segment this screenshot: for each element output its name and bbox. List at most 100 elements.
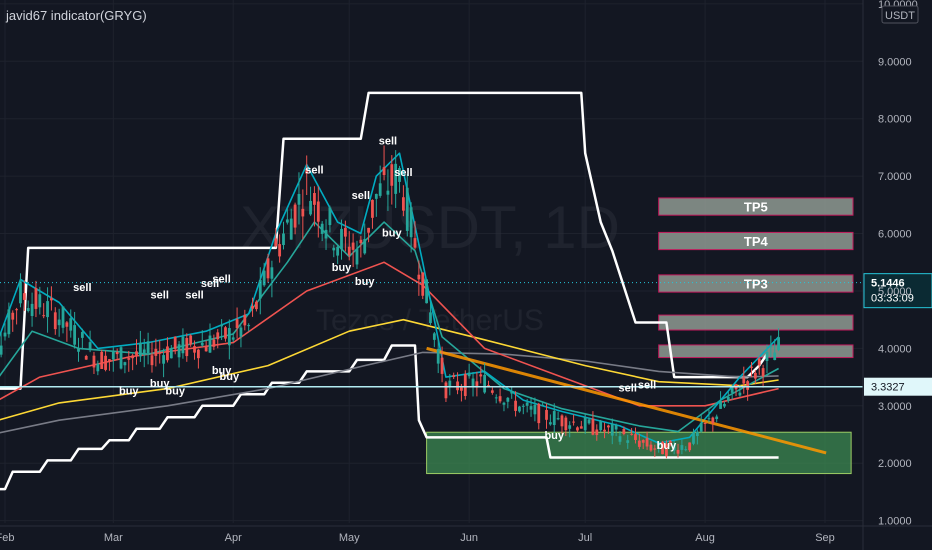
candle-body bbox=[626, 440, 630, 443]
candle-body bbox=[390, 164, 394, 186]
candle-body bbox=[757, 358, 761, 366]
candle-body bbox=[413, 238, 417, 248]
candle-body bbox=[409, 207, 413, 238]
candle-body bbox=[471, 378, 475, 387]
candle-body bbox=[305, 168, 309, 174]
y-tick-label: 9.0000 bbox=[878, 56, 912, 68]
trend-line bbox=[426, 346, 827, 455]
candle-body bbox=[742, 377, 746, 384]
range-band-line bbox=[0, 91, 769, 390]
candle-body bbox=[65, 322, 69, 327]
candle-body bbox=[475, 381, 479, 388]
candle-body bbox=[227, 328, 231, 346]
candle-body bbox=[610, 424, 614, 436]
candle-body bbox=[235, 319, 239, 329]
candle-body bbox=[761, 368, 765, 377]
candle-body bbox=[699, 422, 703, 432]
candle-body bbox=[239, 327, 243, 337]
candle-body bbox=[154, 348, 158, 356]
candle-body bbox=[247, 325, 251, 327]
sell-signal-label: sell bbox=[379, 136, 397, 148]
candle-body bbox=[301, 208, 305, 217]
candle-body bbox=[541, 404, 545, 406]
candle-body bbox=[657, 443, 661, 447]
candle-body bbox=[216, 332, 220, 340]
candle-body bbox=[603, 429, 606, 432]
candle-body bbox=[429, 312, 432, 324]
candle-body bbox=[750, 366, 753, 368]
candle-body bbox=[42, 315, 46, 317]
x-tick-label: Jun bbox=[460, 532, 478, 544]
candle-body bbox=[204, 346, 208, 352]
candle-body bbox=[579, 426, 583, 429]
candle-body bbox=[80, 331, 84, 338]
candle-body bbox=[224, 327, 227, 339]
candle-body bbox=[255, 301, 258, 310]
candle-body bbox=[374, 193, 378, 199]
candle-body bbox=[3, 332, 7, 337]
candle-body bbox=[108, 359, 111, 361]
candle-body bbox=[606, 425, 610, 428]
candle-body bbox=[479, 374, 483, 377]
buy-signal-label: buy bbox=[382, 227, 402, 239]
candle-body bbox=[483, 374, 487, 393]
sell-signal-label: sell bbox=[201, 278, 219, 290]
candle-body bbox=[340, 228, 343, 250]
y-tick-label: 4.0000 bbox=[878, 343, 912, 355]
candle-body bbox=[568, 425, 572, 429]
candle-body bbox=[460, 387, 463, 391]
candle-body bbox=[351, 242, 355, 250]
sell-signal-label: sell bbox=[619, 382, 637, 394]
candle-body bbox=[196, 349, 200, 359]
candle-body bbox=[142, 349, 146, 355]
candle-body bbox=[510, 391, 514, 394]
series-layer bbox=[0, 91, 827, 491]
candle-body bbox=[320, 223, 324, 234]
candle-body bbox=[0, 345, 3, 355]
moving-average-line bbox=[0, 221, 779, 433]
candle-body bbox=[231, 337, 235, 340]
take-profit-zone bbox=[658, 344, 854, 359]
candle-body bbox=[719, 400, 722, 409]
candle-body bbox=[765, 352, 769, 361]
candle-body bbox=[649, 444, 653, 451]
indicator-title: javid67 indicator(GRYG) bbox=[6, 8, 147, 23]
candle-body bbox=[432, 333, 436, 340]
candle-body bbox=[135, 351, 138, 356]
candle-body bbox=[127, 358, 131, 360]
candle-body bbox=[336, 246, 340, 256]
candle-body bbox=[723, 403, 726, 407]
candle-body bbox=[548, 422, 552, 425]
horizontal-level-value: 3.3327 bbox=[871, 382, 905, 394]
candle-body bbox=[46, 301, 49, 318]
watermark-symbol: XTZUSDT, 1D bbox=[240, 194, 620, 261]
range-band-line bbox=[0, 344, 779, 491]
x-tick-label: Aug bbox=[695, 532, 715, 544]
candle-body bbox=[193, 346, 196, 353]
candle-body bbox=[278, 244, 282, 257]
candle-body bbox=[545, 409, 548, 420]
candle-body bbox=[564, 417, 568, 431]
buy-signal-label: buy bbox=[212, 365, 232, 377]
candle-body bbox=[274, 238, 278, 247]
candle-body bbox=[730, 386, 734, 393]
candle-body bbox=[556, 418, 560, 420]
candle-body bbox=[506, 397, 510, 402]
sell-signal-label: sell bbox=[73, 282, 91, 294]
candle-body bbox=[746, 381, 750, 390]
take-profit-label: TP4 bbox=[744, 234, 769, 249]
currency-label: USDT bbox=[885, 10, 915, 22]
candle-body bbox=[324, 229, 328, 239]
candle-body bbox=[398, 168, 401, 182]
candle-body bbox=[328, 207, 332, 226]
candle-body bbox=[378, 183, 382, 196]
candle-body bbox=[185, 337, 189, 357]
y-tick-label: 6.0000 bbox=[878, 229, 912, 241]
candle-body bbox=[525, 402, 529, 406]
current-price-badge bbox=[863, 273, 932, 309]
candle-body bbox=[533, 404, 537, 415]
candle-body bbox=[251, 305, 254, 309]
candle-body bbox=[11, 312, 15, 320]
horizontal-level-badge bbox=[864, 377, 932, 396]
